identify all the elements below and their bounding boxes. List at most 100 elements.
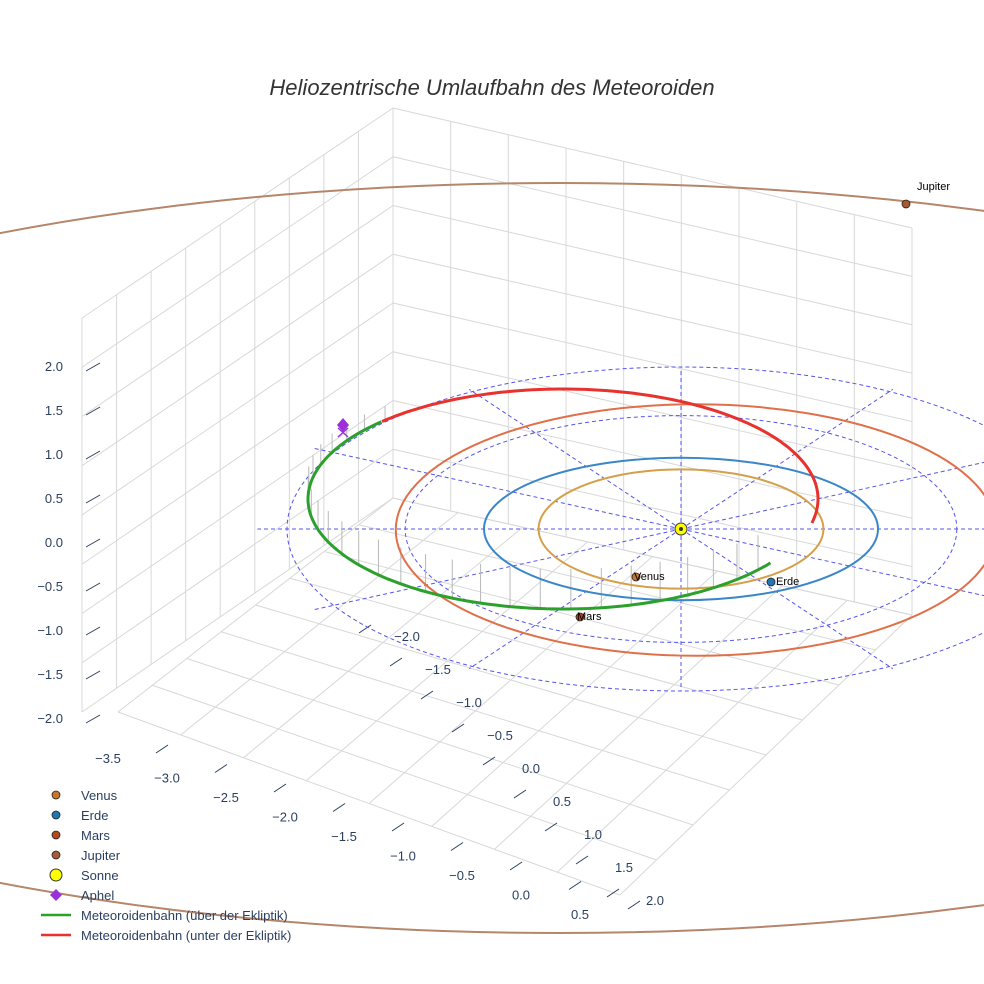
z-tick-label: −2.0 — [37, 711, 63, 726]
z-tick-label: −1.5 — [37, 667, 63, 682]
grid-line — [81, 497, 394, 713]
x-tick-mark — [568, 881, 582, 890]
legend-swatch — [51, 790, 61, 800]
y-tick-mark — [575, 855, 589, 865]
legend-label: Erde — [81, 808, 108, 823]
y-tick-label: 1.5 — [615, 860, 633, 875]
z-tick-label: −1.0 — [37, 623, 63, 638]
y-tick-mark — [358, 624, 372, 634]
y-tick-label: −1.5 — [425, 662, 451, 677]
orbit-jupiter — [0, 182, 984, 934]
z-tick-mark — [85, 362, 101, 372]
y-tick-label: −1.0 — [456, 695, 482, 710]
x-tick-label: −3.0 — [154, 771, 180, 786]
legend-label: Aphel — [81, 888, 114, 903]
y-tick-mark — [451, 723, 465, 733]
aphel-marker — [337, 418, 349, 438]
y-tick-mark — [513, 789, 527, 799]
x-tick-label: −0.5 — [449, 868, 475, 883]
sun-marker — [674, 522, 688, 536]
y-tick-mark — [606, 888, 620, 898]
legend: Venus Erde Mars Jupiter Sonne Aphel Meteoroide… — [41, 788, 291, 943]
sun-center — [679, 527, 683, 531]
z-tick-mark — [85, 494, 101, 504]
y-axis-ticks: 2.0 1.5 1.0 0.5 0.0 −0.5 −1.0 −1.5 −2.0 — [358, 624, 664, 908]
x-tick-label: −1.5 — [331, 829, 357, 844]
x-tick-mark — [509, 861, 523, 871]
legend-swatch — [51, 830, 61, 840]
z-tick-mark — [85, 626, 101, 636]
z-tick-mark — [85, 450, 101, 460]
z-tick-mark — [85, 714, 101, 724]
z-tick-mark — [85, 670, 101, 680]
grid-line — [81, 448, 394, 664]
legend-swatch — [49, 868, 63, 882]
y-tick-mark — [389, 657, 403, 667]
x-tick-mark — [155, 744, 169, 754]
grid-line — [81, 253, 394, 467]
marker-jupiter — [901, 199, 911, 209]
orbit-venus — [537, 468, 825, 590]
marker-venus — [631, 572, 641, 582]
z-tick-label: 0.0 — [45, 535, 63, 550]
grid-line — [255, 604, 767, 756]
x-tick-mark — [332, 803, 346, 812]
x-tick-label: −1.0 — [390, 849, 416, 864]
orbit-segment-below — [381, 387, 820, 524]
z-tick-label: −0.5 — [37, 579, 63, 594]
y-tick-mark — [544, 822, 558, 832]
x-tick-mark — [450, 842, 464, 851]
x-tick-label: −2.5 — [213, 790, 239, 805]
grid-line — [392, 253, 913, 374]
x-axis-ticks: −3.5 −3.0 −2.5 −2.0 −1.5 −1.0 −0.5 0.0 0.5 — [95, 744, 641, 922]
meteoroid-orbit — [306, 387, 820, 611]
y-tick-mark — [482, 756, 496, 766]
aphel-diamond — [337, 418, 349, 432]
grid-line — [392, 302, 913, 422]
y-tick-label: 0.0 — [522, 761, 540, 776]
grid-line — [392, 156, 913, 277]
label-mars: Mars — [577, 611, 602, 623]
legend-swatch — [51, 810, 61, 820]
x-tick-label: −3.5 — [95, 751, 121, 766]
z-axis-ticks: −2.0 −1.5 −1.0 −0.5 0.0 0.5 1.0 1.5 2.0 — [37, 359, 101, 726]
grid-line — [392, 497, 913, 616]
grid-line — [392, 351, 913, 471]
grid-line — [289, 577, 803, 721]
z-tick-label: 2.0 — [45, 359, 63, 374]
y-tick-label: −0.5 — [487, 728, 513, 743]
marker-erde — [766, 577, 776, 587]
x-tick-label: −2.0 — [272, 810, 298, 825]
grid-line — [392, 448, 913, 568]
marker-mars — [575, 612, 585, 622]
y-tick-label: 2.0 — [646, 893, 664, 908]
grid-line — [392, 205, 913, 326]
x-tick-label: 0.0 — [512, 888, 530, 903]
legend-label: Sonne — [81, 868, 119, 883]
z-tick-mark — [85, 582, 101, 592]
ecliptic-spoke — [680, 528, 894, 670]
axis-box-grid — [81, 107, 913, 896]
legend-label: Jupiter — [81, 848, 121, 863]
orbit-erde — [483, 456, 879, 602]
chart-title: Heliozentrische Umlaufbahn des Meteoroid… — [269, 75, 714, 100]
grid-line — [152, 684, 657, 861]
grid-line — [81, 107, 394, 319]
z-tick-mark — [85, 406, 101, 416]
x-tick-mark — [214, 764, 228, 773]
grid-line — [81, 302, 394, 516]
y-tick-label: −2.0 — [394, 629, 420, 644]
planet-markers: Venus Erde Mars Jupiter — [575, 181, 950, 623]
legend-label: Meteoroidenbahn (unter der Ekliptik) — [81, 928, 291, 943]
y-tick-label: 1.0 — [584, 827, 602, 842]
x-tick-label: 0.5 — [571, 907, 589, 922]
x-tick-mark — [627, 900, 641, 910]
label-venus: Venus — [634, 571, 665, 583]
grid-line — [81, 351, 394, 565]
grid-line — [220, 631, 730, 791]
orbit-segment-above — [306, 420, 772, 611]
grid-line — [81, 205, 394, 417]
grid-line — [81, 400, 394, 614]
